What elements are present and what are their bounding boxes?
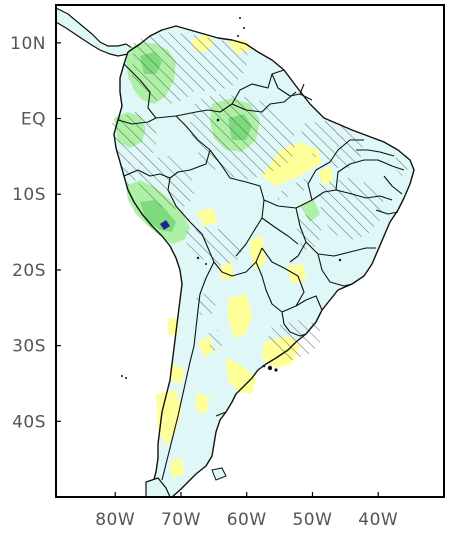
small-lakes-islands xyxy=(121,17,342,379)
central-america-land xyxy=(56,7,133,57)
latitude-axis: 10N EQ 10S 20S 30S 40S xyxy=(10,34,61,432)
lon-tick-label: 50W xyxy=(292,510,332,530)
country-borders xyxy=(117,63,405,481)
longitude-axis: 80W 70W 60W 50W 40W xyxy=(95,492,398,530)
lon-tick-label: 60W xyxy=(227,510,267,530)
dark-blue-core xyxy=(160,220,170,230)
lat-tick-label: 40S xyxy=(12,412,46,432)
lon-tick-label: 40W xyxy=(358,510,398,530)
lat-tick-label: 10N xyxy=(10,34,46,54)
lat-tick-label: EQ xyxy=(21,110,46,130)
map-content xyxy=(56,7,415,497)
lat-tick-label: 20S xyxy=(12,261,46,281)
island-southern-tip xyxy=(145,477,171,497)
lon-tick-label: 80W xyxy=(95,510,135,530)
lon-tick-label: 70W xyxy=(161,510,201,530)
lat-tick-label: 10S xyxy=(12,185,46,205)
falkland-islands xyxy=(211,467,227,481)
map-frame xyxy=(55,4,445,498)
coastline xyxy=(113,25,415,497)
lat-tick-label: 30S xyxy=(12,337,46,357)
